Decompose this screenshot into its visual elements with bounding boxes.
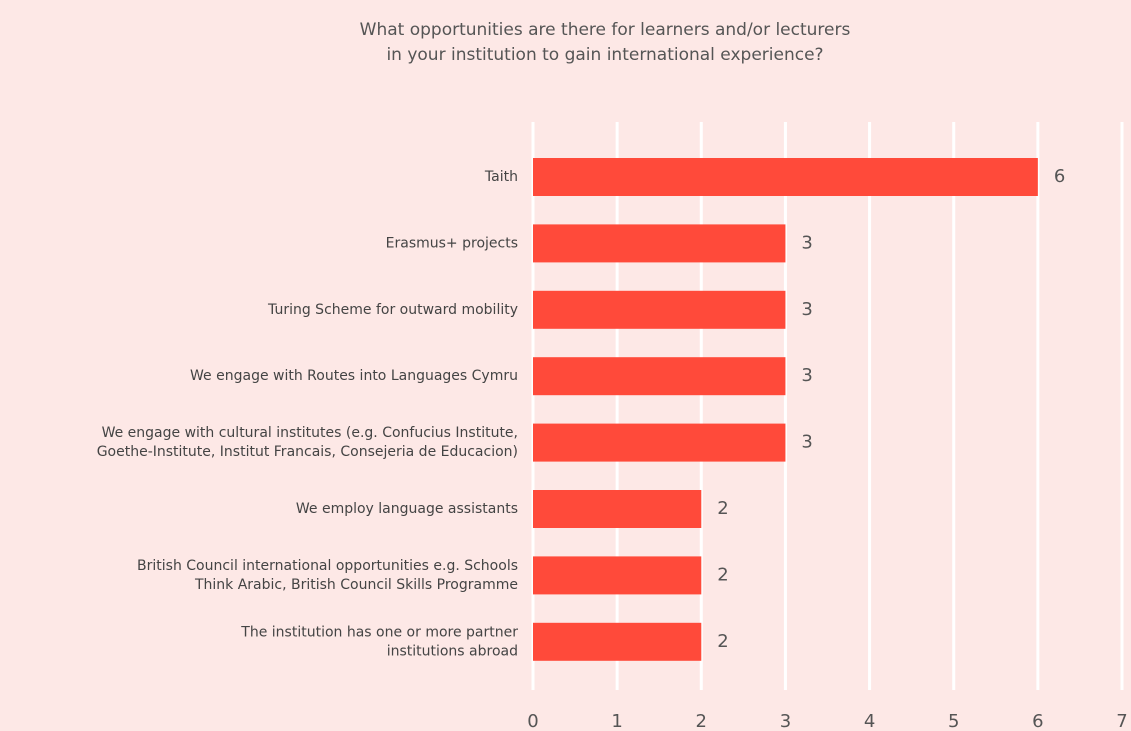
bar (533, 423, 786, 462)
y-tick-label: British Council international opportunit… (137, 558, 518, 593)
y-tick-label: We engage with Routes into Languages Cym… (190, 368, 518, 384)
value-label: 3 (801, 232, 812, 253)
y-tick-label: Erasmus+ projects (386, 235, 518, 251)
value-label: 3 (801, 432, 812, 453)
value-label: 3 (801, 365, 812, 386)
bar (533, 224, 786, 263)
chart-title: What opportunities are there for learner… (360, 20, 851, 65)
y-tick-label: We engage with cultural institutes (e.g.… (97, 425, 518, 460)
y-tick-label: Taith (484, 169, 518, 185)
x-tick-label: 2 (696, 711, 707, 731)
value-label: 2 (717, 498, 728, 519)
x-tick-label: 4 (864, 711, 875, 731)
bar (533, 622, 702, 661)
x-tick-label: 1 (611, 711, 622, 731)
value-label: 2 (717, 631, 728, 652)
bar (533, 158, 1038, 196)
bar (533, 290, 786, 329)
y-tick-label: Turing Scheme for outward mobility (267, 302, 518, 318)
x-tick-label: 0 (527, 711, 538, 731)
bar (533, 490, 702, 528)
x-tick-label: 3 (780, 711, 791, 731)
x-tick-label: 7 (1116, 711, 1127, 731)
bar (533, 556, 702, 595)
value-label: 2 (717, 564, 728, 585)
value-label: 3 (801, 299, 812, 320)
value-label: 6 (1054, 166, 1065, 187)
bar (533, 357, 786, 396)
y-tick-label: We employ language assistants (296, 501, 518, 517)
x-tick-label: 6 (1032, 711, 1043, 731)
x-tick-label: 5 (948, 711, 959, 731)
y-tick-label: The institution has one or more partner i… (240, 624, 518, 659)
